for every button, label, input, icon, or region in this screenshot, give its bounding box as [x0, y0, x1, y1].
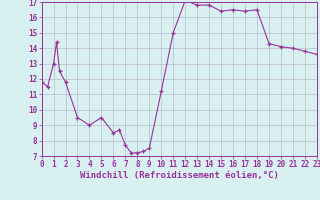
X-axis label: Windchill (Refroidissement éolien,°C): Windchill (Refroidissement éolien,°C): [80, 171, 279, 180]
